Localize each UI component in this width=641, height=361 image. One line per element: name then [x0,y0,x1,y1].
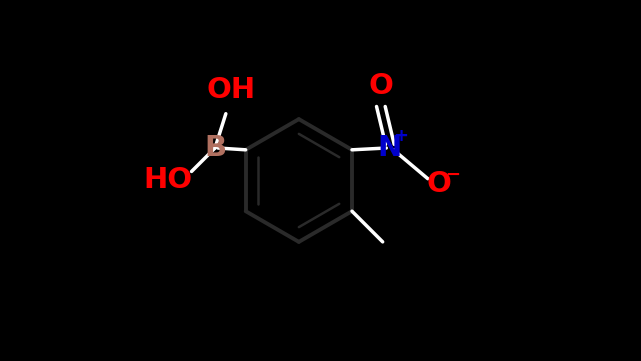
Text: OH: OH [206,76,256,104]
Text: −: − [445,166,461,184]
Text: +: + [393,127,408,145]
Text: O: O [427,170,452,198]
Text: B: B [204,134,226,162]
Text: N: N [378,134,402,162]
Text: O: O [369,71,394,100]
Text: HO: HO [144,166,193,195]
